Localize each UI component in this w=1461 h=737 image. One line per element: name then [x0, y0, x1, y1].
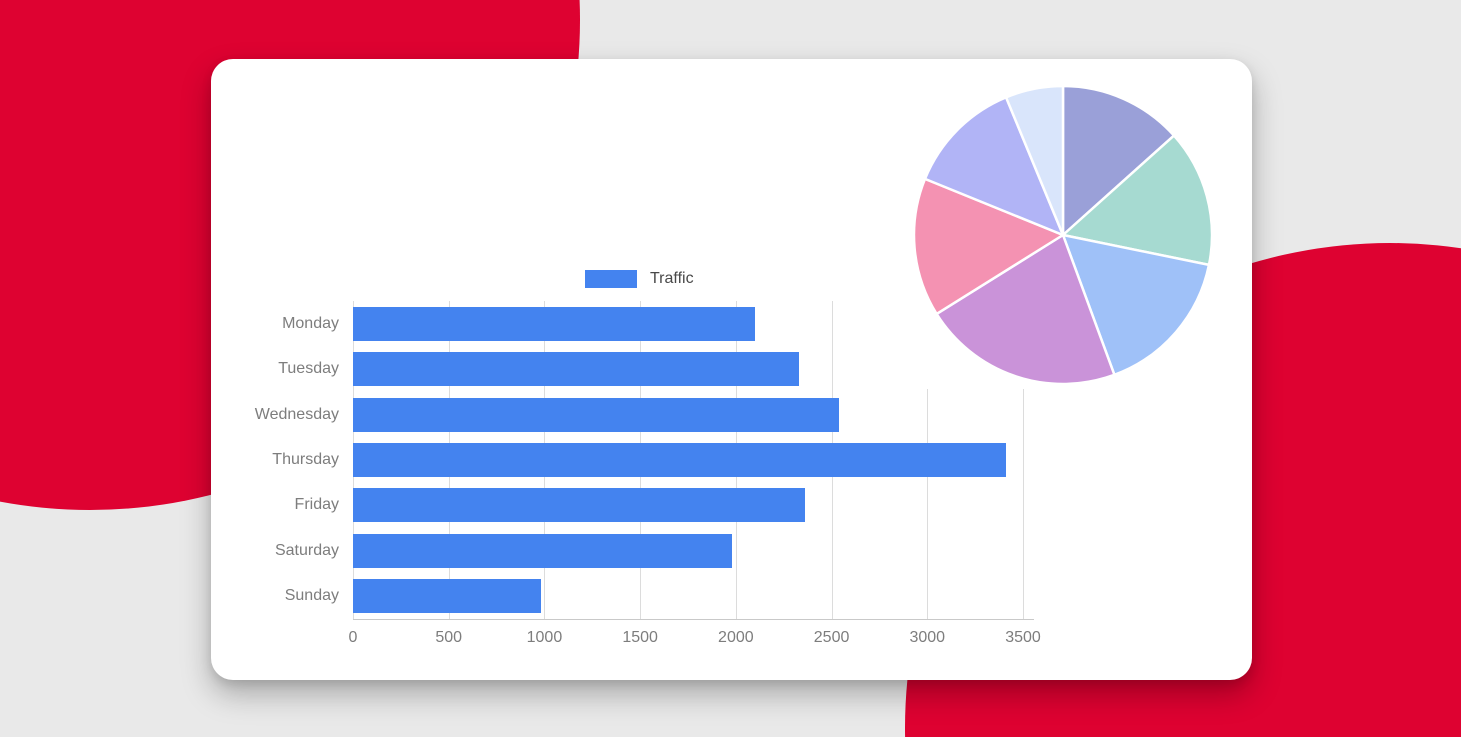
category-label: Wednesday — [254, 405, 339, 423]
pie-slice-friday — [912, 177, 1065, 316]
dashboard-card: Traffic Monday Tuesday Wednesday Thursday Fr… — [211, 59, 1252, 680]
legend-swatch — [585, 270, 637, 288]
gridline — [1023, 301, 1024, 619]
traffic-bar-wednesday — [353, 397, 840, 432]
pie-slice-monday — [1061, 84, 1176, 237]
pie-slice-thursday — [935, 233, 1116, 386]
category-label: Sunday — [284, 587, 339, 605]
x-tick-label: 1500 — [622, 629, 658, 646]
bar-row: Monday — [282, 301, 1023, 346]
x-tick-label: 2000 — [718, 629, 754, 646]
x-tick-label: 500 — [435, 629, 463, 646]
bar-rows: Monday Tuesday Wednesday Thursday Friday Satu… — [255, 301, 1023, 619]
pie-slice-saturday — [923, 96, 1065, 237]
x-tick-label: 3500 — [1005, 629, 1041, 646]
category-label: Saturday — [274, 541, 339, 559]
category-label: Monday — [282, 314, 339, 332]
bar-plot-area: Monday Tuesday Wednesday Thursday Friday Satu… — [255, 301, 1024, 619]
category-label: Friday — [294, 496, 339, 514]
pie-svg — [912, 84, 1214, 386]
bar-row: Thursday — [272, 437, 1023, 482]
x-tick-label: 0 — [348, 629, 358, 646]
traffic-bar-sunday — [353, 579, 541, 614]
x-tick-label: 1000 — [526, 629, 563, 646]
bar-row: Friday — [295, 483, 1023, 528]
traffic-pie-chart — [911, 84, 1216, 389]
traffic-bar-friday — [353, 488, 805, 523]
traffic-bar-thursday — [353, 442, 1006, 477]
category-label: Tuesday — [278, 360, 339, 378]
bar-row: Sunday — [285, 574, 1023, 619]
traffic-bar-saturday — [353, 533, 733, 568]
x-axis-ticks: 0 500 1000 1500 2000 2500 3000 3500 — [349, 629, 1041, 651]
pie-slice-sunday — [1004, 84, 1065, 237]
bar-row: Saturday — [275, 528, 1023, 573]
traffic-bar-monday — [353, 306, 755, 341]
chart-legend: Traffic — [585, 269, 694, 289]
traffic-bar-tuesday — [353, 352, 800, 387]
bar-row: Wednesday — [255, 392, 1023, 437]
category-label: Thursday — [272, 450, 339, 468]
x-tick-label: 3000 — [909, 629, 946, 646]
pie-slice-wednesday — [1061, 233, 1211, 377]
legend-label: Traffic — [650, 270, 694, 287]
x-tick-label: 2500 — [813, 629, 850, 646]
bar-row: Tuesday — [278, 346, 1023, 391]
pie-slice-tuesday — [1061, 134, 1214, 267]
x-axis-baseline — [353, 619, 1034, 620]
